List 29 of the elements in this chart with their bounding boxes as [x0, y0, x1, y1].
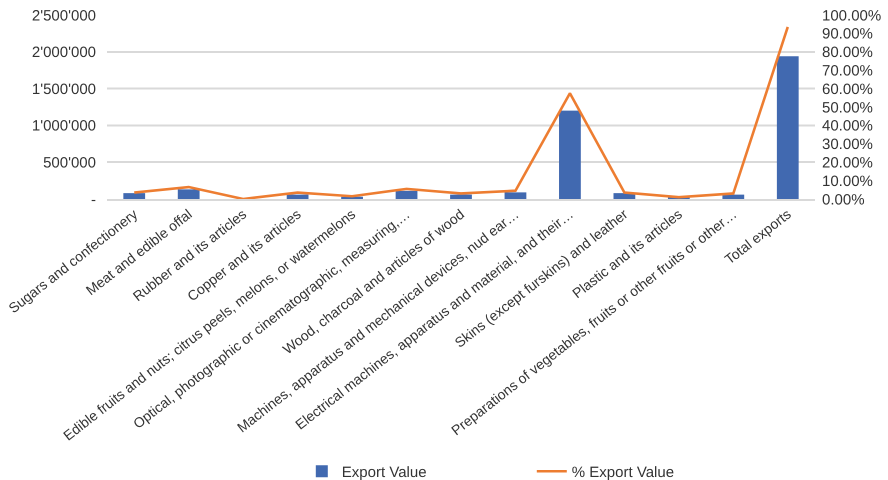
bar: [450, 194, 472, 199]
bar: [776, 56, 799, 199]
y2-tick-label: 90.00%: [822, 26, 873, 43]
line-series: [132, 26, 790, 199]
y-tick-label: 1'500'000: [32, 80, 96, 98]
y-tick-label: 500'000: [43, 154, 96, 172]
legend-label: % Export Value: [572, 464, 674, 480]
y2-tick-label: 0.00%: [822, 191, 865, 208]
y2-tick-label: 30.00%: [822, 136, 873, 154]
y-tick-label: 2'000'000: [32, 44, 96, 62]
y2-tick-label: 10.00%: [822, 172, 873, 190]
bar: [559, 110, 581, 199]
y-tick-label: 1'000'000: [32, 118, 96, 135]
y-tick-label: -: [91, 191, 96, 208]
y2-tick-label: 60.00%: [822, 80, 873, 98]
y2-tick-label: 20.00%: [822, 154, 873, 172]
bar: [396, 190, 418, 199]
bar: [178, 189, 200, 199]
y-tick-label: 2'500'000: [32, 7, 96, 24]
y2-tick-label: 100.00%: [822, 7, 882, 24]
bar: [504, 192, 526, 199]
bar: [722, 194, 744, 199]
y2-tick-label: 40.00%: [822, 118, 873, 135]
y2-tick-label: 80.00%: [822, 44, 873, 62]
legend-label: Export Value: [342, 464, 427, 480]
bar: [286, 194, 309, 199]
y2-tick-label: 70.00%: [822, 62, 873, 80]
bar: [123, 193, 146, 199]
y2-tick-label: 50.00%: [822, 99, 873, 116]
